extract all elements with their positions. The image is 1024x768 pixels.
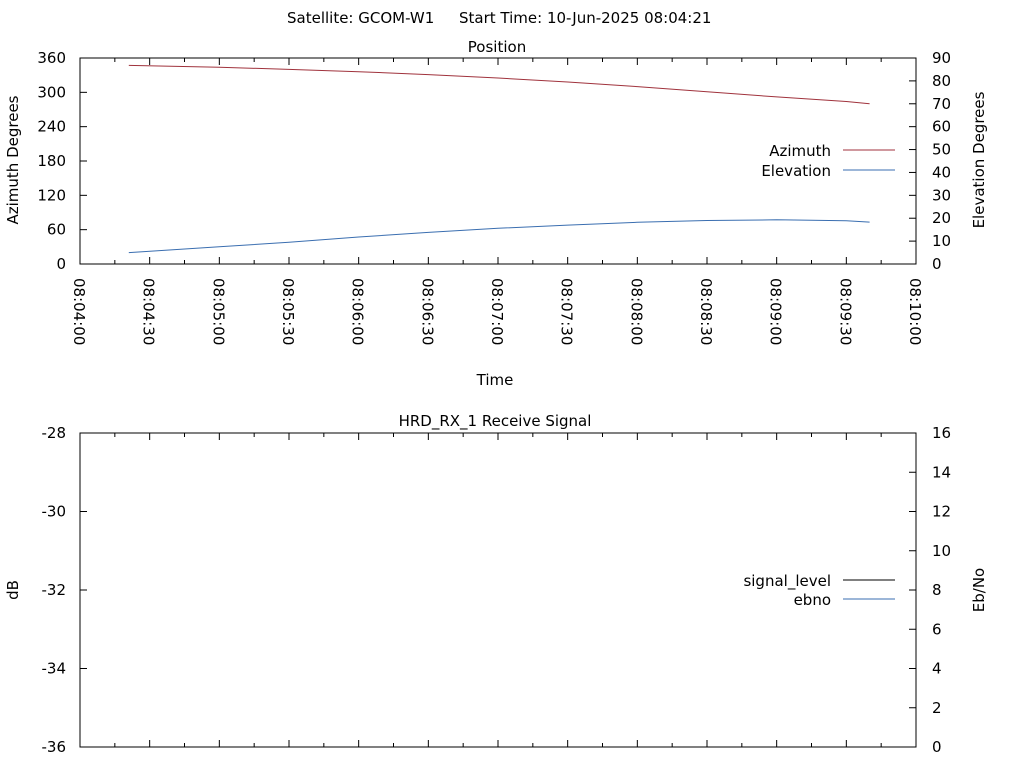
position-y2-tick-label-9: 90 [932,49,951,67]
series-elevation-line [128,219,870,254]
signal-x-axis [79,433,917,747]
signal-title: HRD_RX_1 Receive Signal [399,412,592,431]
signal-y-tick-label-0: -36 [42,738,67,756]
position-y2-tick-label-5: 50 [932,141,951,159]
signal-y-tick-label-1: -34 [42,660,67,678]
position-y2-tick-label-3: 30 [932,186,951,204]
series-azimuth-line [128,64,870,105]
signal-y2-tick-label-7: 14 [932,463,951,481]
signal-y2-tick-label-8: 16 [932,424,951,442]
position-x-tick-label-10: 08:09:00 [767,278,785,345]
position-y2label: Elevation Degrees [970,91,988,228]
position-x-tick-label-12: 08:10:00 [906,278,924,345]
position-x-tick-label-0: 08:04:00 [70,278,88,345]
position-y-tick-label-6: 360 [37,49,66,67]
signal-y2-tick-label-5: 10 [932,542,951,560]
header-satellite: Satellite: GCOM-W1 [287,9,434,27]
signal-y-tick-label-2: -32 [42,581,67,599]
legend-label-elevation: Elevation [761,162,831,180]
signal-y2-tick-label-3: 6 [932,620,942,638]
signal-ylabel: dB [4,580,22,600]
position-plot-frame [79,57,917,265]
signal-plot-frame [79,432,917,748]
signal-y-axis: -36 -34 -32 -30 -28 [42,424,87,756]
signal-y2-tick-label-1: 2 [932,699,942,717]
legend-label-signal-level: signal_level [743,572,831,591]
legend-label-ebno: ebno [794,591,831,609]
position-series [128,64,870,254]
position-x-tick-label-1: 08:04:30 [140,278,158,345]
signal-y2-tick-label-0: 0 [932,738,942,756]
position-y-tick-label-0: 0 [56,255,66,273]
position-xlabel: Time [476,371,514,389]
position-y-tick-label-3: 180 [37,152,66,170]
position-y2-tick-label-7: 70 [932,95,951,113]
position-ylabel: Azimuth Degrees [4,95,22,224]
position-y2-axis: 0 10 20 30 40 50 60 70 80 90 [909,49,951,273]
position-y2-tick-label-4: 40 [932,163,951,181]
position-y2-tick-label-2: 20 [932,209,951,227]
position-x-tick-label-4: 08:06:00 [349,278,367,345]
position-x-tick-label-11: 08:09:30 [836,278,854,345]
signal-y-tick-label-3: -30 [42,503,67,521]
signal-y2-tick-label-6: 12 [932,503,951,521]
position-legend: Azimuth Elevation [761,142,895,180]
signal-y2-tick-label-4: 8 [932,581,942,599]
position-x-tick-label-7: 08:07:30 [558,278,576,345]
position-title: Position [468,38,526,56]
position-x-tick-label-9: 08:08:30 [697,278,715,345]
position-y-tick-label-2: 120 [37,186,66,204]
position-y2-tick-label-0: 0 [932,255,942,273]
position-x-axis: 08:04:00 08:04:30 08:05:00 08:05:30 08:06:00… [70,58,924,345]
position-y2-tick-label-8: 80 [932,72,951,90]
signal-y2label: Eb/No [970,568,988,612]
position-x-tick-label-5: 08:06:30 [418,278,436,345]
signal-y2-axis: 0 2 4 6 8 10 12 14 16 [909,424,951,756]
position-x-tick-label-3: 08:05:30 [279,278,297,345]
signal-y2-tick-label-2: 4 [932,660,942,678]
position-y2-tick-label-1: 10 [932,232,951,250]
position-x-tick-label-2: 08:05:00 [209,278,227,345]
position-y-axis: 0 60 120 180 240 300 360 [37,49,87,273]
position-y-tick-label-5: 300 [37,83,66,101]
position-x-tick-label-8: 08:08:00 [627,278,645,345]
position-y-tick-label-1: 60 [47,221,66,239]
position-y2-tick-label-6: 60 [932,118,951,136]
position-x-tick-label-6: 08:07:00 [488,278,506,345]
header-start-time: Start Time: 10-Jun-2025 08:04:21 [459,9,711,27]
signal-y-tick-label-4: -28 [42,424,67,442]
legend-label-azimuth: Azimuth [769,142,831,160]
position-y-tick-label-4: 240 [37,118,66,136]
